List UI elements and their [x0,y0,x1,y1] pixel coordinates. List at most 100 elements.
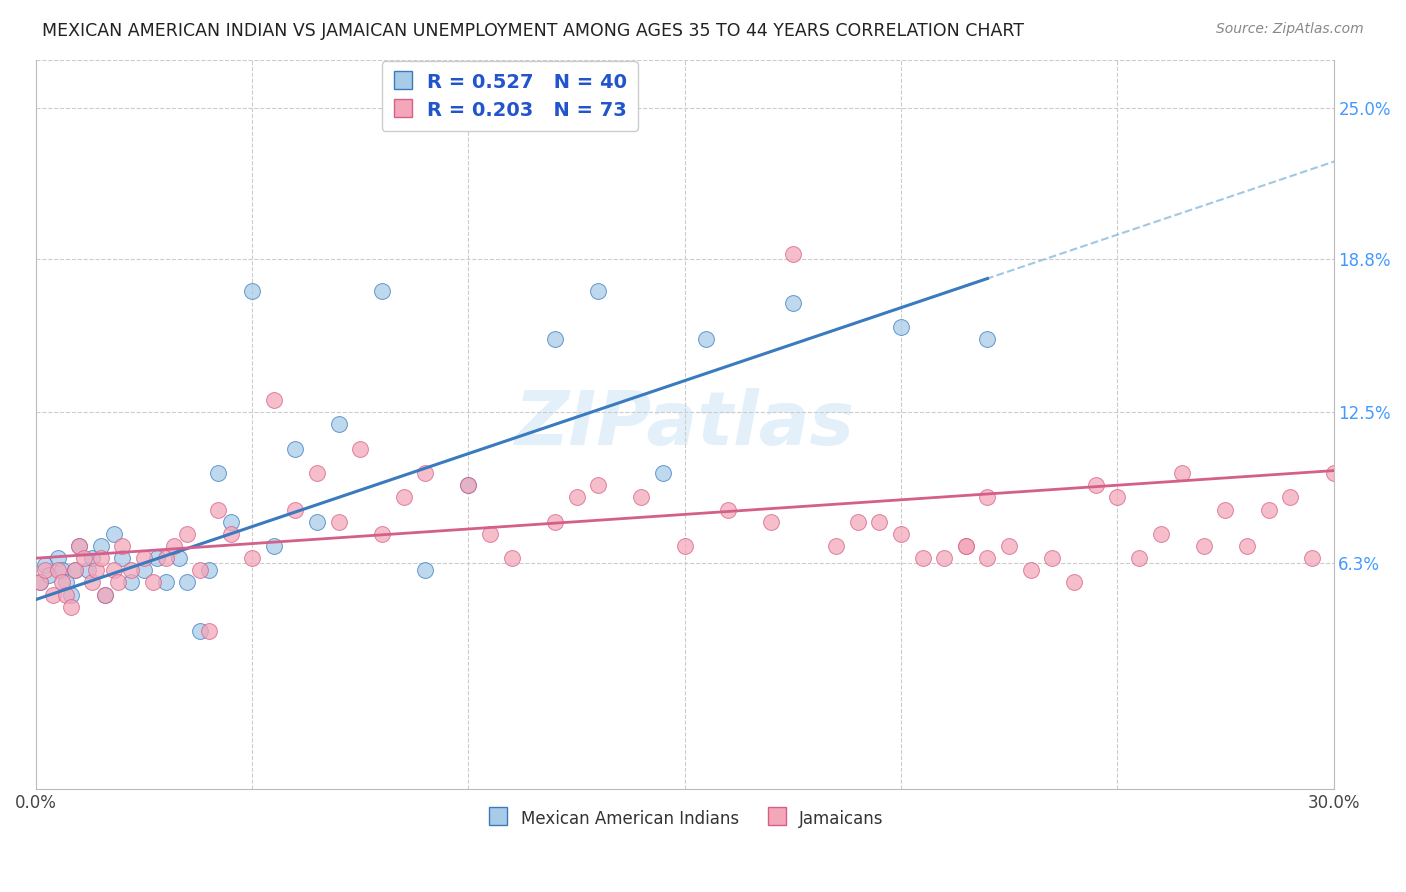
Point [198,624,221,639]
Point [76,563,98,577]
Point [761,515,783,529]
Point [46,551,69,566]
Point [82,575,104,590]
Point [90,539,112,553]
Point [30,575,52,590]
Point [176,575,198,590]
Point [307,466,329,480]
Point [1107,491,1129,505]
Point [782,295,804,310]
Point [955,539,977,553]
Point [103,563,125,577]
Point [1063,575,1085,590]
Point [695,332,717,346]
Point [782,247,804,261]
Point [413,563,436,577]
Point [1215,502,1237,516]
Point [111,539,134,553]
Point [717,502,740,516]
Point [103,526,125,541]
Point [86,563,108,577]
Point [1279,491,1302,505]
Point [328,515,350,529]
Point [413,466,436,480]
Point [825,539,848,553]
Point [155,551,177,566]
Text: ZIPatlas: ZIPatlas [515,388,855,461]
Point [479,526,502,541]
Point [955,539,977,553]
Point [94,588,117,602]
Point [1149,526,1171,541]
Point [51,563,73,577]
Point [911,551,934,566]
Point [263,539,285,553]
Point [59,588,82,602]
Point [38,568,60,582]
Point [146,551,169,566]
Point [219,526,242,541]
Point [142,575,165,590]
Point [176,526,198,541]
Point [34,563,56,577]
Point [240,284,263,298]
Point [630,491,652,505]
Point [868,515,890,529]
Point [307,515,329,529]
Point [976,332,998,346]
Point [1322,466,1344,480]
Point [673,539,696,553]
Point [111,551,134,566]
Point [120,575,142,590]
Point [120,563,142,577]
Point [392,491,415,505]
Point [652,466,675,480]
Point [67,539,90,553]
Point [67,539,90,553]
Point [82,551,104,566]
Point [349,442,371,456]
Point [63,563,86,577]
Point [207,502,229,516]
Point [934,551,956,566]
Point [328,417,350,432]
Point [132,551,155,566]
Point [586,478,609,492]
Point [371,526,394,541]
Point [59,599,82,614]
Point [263,393,285,408]
Point [55,575,77,590]
Point [846,515,869,529]
Text: MEXICAN AMERICAN INDIAN VS JAMAICAN UNEMPLOYMENT AMONG AGES 35 TO 44 YEARS CORRE: MEXICAN AMERICAN INDIAN VS JAMAICAN UNEM… [42,22,1024,40]
Point [207,466,229,480]
Point [457,478,479,492]
Point [63,563,86,577]
Point [240,551,263,566]
Point [544,515,567,529]
Legend: Mexican American Indians, Jamaicans: Mexican American Indians, Jamaicans [479,802,890,836]
Point [586,284,609,298]
Point [198,563,221,577]
Point [51,575,73,590]
Point [1192,539,1215,553]
Point [1171,466,1194,480]
Point [457,478,479,492]
Point [90,551,112,566]
Point [890,526,912,541]
Point [890,320,912,334]
Point [371,284,394,298]
Point [167,551,190,566]
Point [46,563,69,577]
Point [1084,478,1107,492]
Point [1019,563,1042,577]
Point [976,491,998,505]
Point [1301,551,1323,566]
Point [34,558,56,573]
Point [284,502,307,516]
Point [132,563,155,577]
Text: Source: ZipAtlas.com: Source: ZipAtlas.com [1216,22,1364,37]
Point [107,575,129,590]
Point [1236,539,1258,553]
Point [94,588,117,602]
Point [998,539,1021,553]
